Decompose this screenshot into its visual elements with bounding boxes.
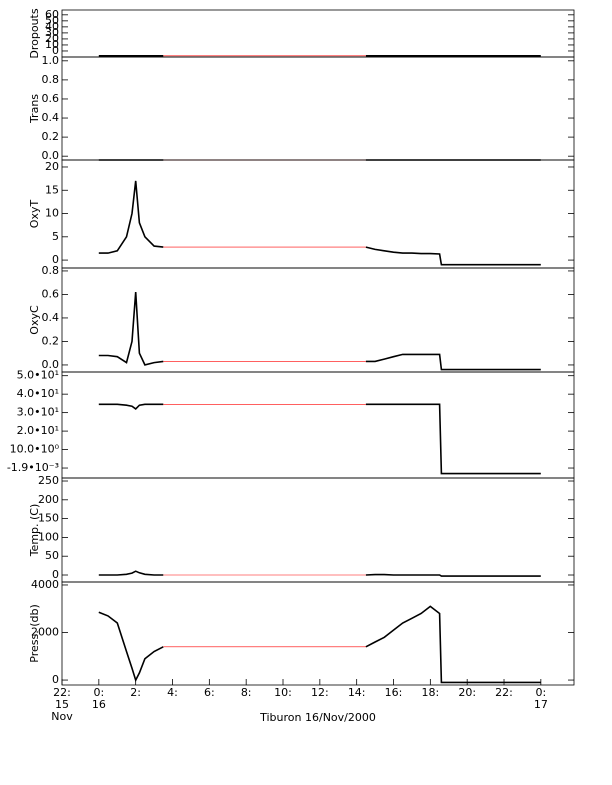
y-tick-label: 0.0 xyxy=(42,358,60,371)
x-tick-label: 14: xyxy=(348,686,366,699)
y-tick-label: 0 xyxy=(52,568,59,581)
y-tick-label: 0.0 xyxy=(42,149,60,162)
y-tick-label: 10.0•10⁰ xyxy=(10,443,60,456)
x-tick-label: 0: 17 xyxy=(534,686,548,711)
y-tick-label: 3.0•10¹ xyxy=(17,406,59,419)
y-axis-label: Dropouts xyxy=(28,8,41,58)
y-tick-label: 2000 xyxy=(31,626,59,639)
x-tick-label: 2: xyxy=(130,686,141,699)
y-tick-label: 0 xyxy=(52,673,59,686)
y-axis-label: Trans xyxy=(28,94,41,124)
x-tick-label: 8: xyxy=(241,686,252,699)
y-tick-label: 5.0•10¹ xyxy=(17,369,59,382)
y-tick-label: 0.2 xyxy=(42,334,60,347)
y-axis-label: Press. (db) xyxy=(28,604,41,663)
x-tick-label: 18: xyxy=(421,686,439,699)
x-axis-label: Tiburon 16/Nov/2000 xyxy=(259,711,376,724)
y-tick-label: 4.0•10¹ xyxy=(17,387,59,400)
data-line xyxy=(98,180,541,266)
panel-frame xyxy=(61,56,575,161)
y-tick-label: 15 xyxy=(45,183,59,196)
y-tick-label: 0 xyxy=(52,44,59,57)
y-tick-label: 60 xyxy=(45,8,59,21)
x-tick-label: 22: 15 Nov xyxy=(51,686,73,723)
panel-frame xyxy=(61,371,575,479)
y-tick-label: 250 xyxy=(38,474,59,487)
y-tick-label: 4000 xyxy=(31,578,59,591)
y-tick-label: 0.6 xyxy=(42,287,60,300)
y-tick-label: 200 xyxy=(38,493,59,506)
data-line xyxy=(98,292,541,371)
y-axis-label: Temp. (C) xyxy=(28,504,41,558)
x-tick-label: 22: xyxy=(495,686,513,699)
y-tick-label: 1.0 xyxy=(42,54,60,67)
y-tick-label: 0.2 xyxy=(42,130,60,143)
y-tick-label: 50 xyxy=(45,549,59,562)
panel-frame xyxy=(61,9,575,58)
y-tick-label: 5 xyxy=(52,230,59,243)
y-tick-label: 100 xyxy=(38,530,59,543)
panel-frame xyxy=(61,267,575,373)
data-line xyxy=(98,570,541,577)
y-axis-label: OxyT xyxy=(28,200,41,229)
y-tick-label: 50 xyxy=(45,14,59,27)
y-tick-label: 30 xyxy=(45,26,59,39)
y-tick-label: 0.4 xyxy=(42,111,60,124)
y-tick-label: 40 xyxy=(45,20,59,33)
y-axis-label: OxyC xyxy=(28,305,41,335)
y-tick-label: 0.8 xyxy=(42,264,60,277)
y-tick-label: 10 xyxy=(45,207,59,220)
panel-frame xyxy=(61,477,575,583)
y-tick-label: 2.0•10¹ xyxy=(17,424,59,437)
x-tick-label: 6: xyxy=(204,686,215,699)
y-tick-label: 0.4 xyxy=(42,311,60,324)
panel-frame xyxy=(61,581,575,686)
y-tick-label: 10 xyxy=(45,38,59,51)
y-tick-label: 20 xyxy=(45,32,59,45)
y-tick-label: 0 xyxy=(52,253,59,266)
y-tick-label: -1.9•10⁻³ xyxy=(7,461,59,474)
x-tick-label: 4: xyxy=(167,686,178,699)
x-tick-label: 12: xyxy=(311,686,329,699)
x-tick-label: 0: 16 xyxy=(92,686,106,711)
x-tick-label: 10: xyxy=(274,686,292,699)
x-tick-label: 16: xyxy=(385,686,403,699)
y-tick-label: 20 xyxy=(45,160,59,173)
y-tick-label: 0.8 xyxy=(42,73,60,86)
data-line xyxy=(98,605,541,684)
x-tick-label: 20: xyxy=(458,686,476,699)
data-line xyxy=(98,403,541,475)
y-tick-label: 150 xyxy=(38,512,59,525)
y-tick-label: 0.6 xyxy=(42,92,60,105)
